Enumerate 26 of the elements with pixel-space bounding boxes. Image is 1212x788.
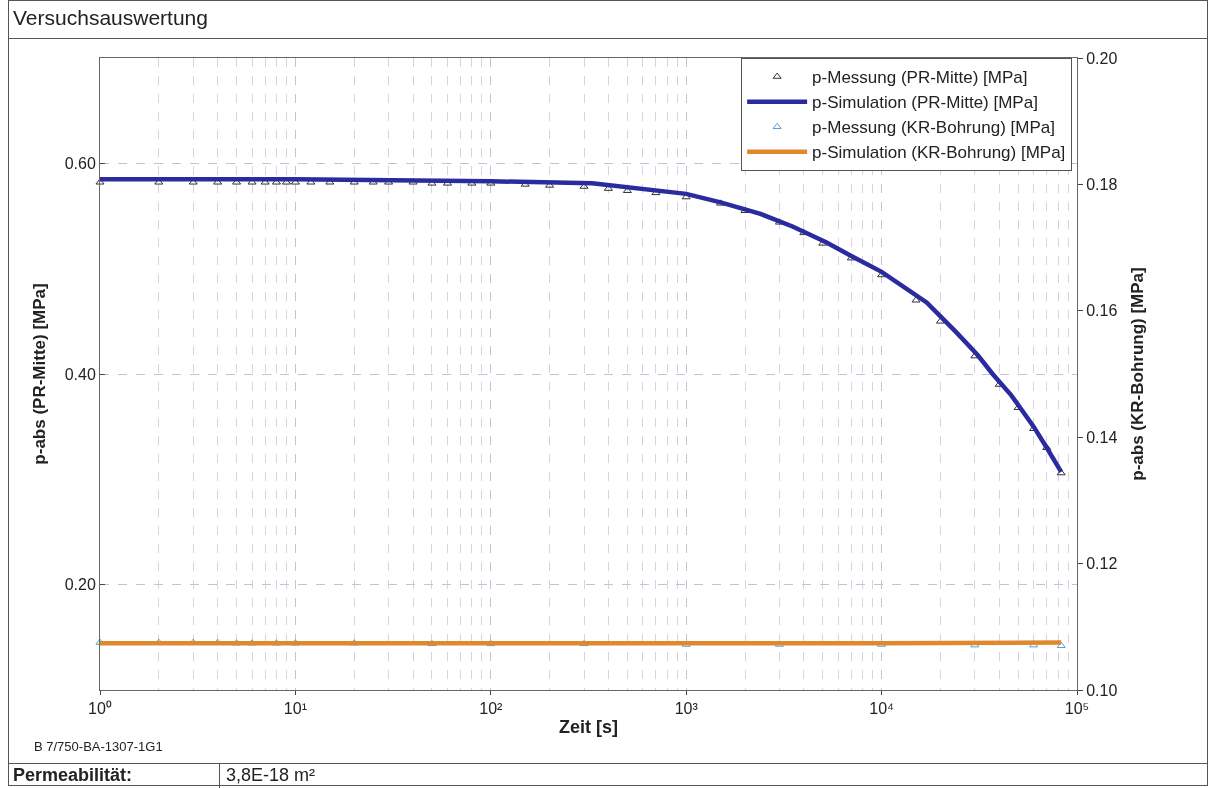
x-axis-title: Zeit [s] (558, 717, 619, 738)
legend-label: p-Messung (KR-Bohrung) [MPa] (812, 118, 1055, 138)
y2-axis-title: p-abs (KR-Bohrung) [MPa] (1127, 267, 1147, 481)
text: Permeabilität: (13, 765, 133, 786)
y2-tick-label: 0.14 (1086, 428, 1118, 446)
y2-tick-label: 0.18 (1086, 176, 1118, 193)
legend-label: p-Simulation (PR-Mitte) [MPa] (812, 93, 1038, 113)
x-tick-label: 10³ (674, 700, 699, 718)
x-tick-label: 10⁵ (1064, 700, 1090, 718)
y-axis-title: p-abs (PR-Mitte) [MPa] (30, 283, 50, 465)
x-tick-label: 10¹ (283, 700, 307, 718)
y2-tick-label: 0.20 (1086, 49, 1118, 67)
y-tick-label: 0.60 (64, 154, 96, 172)
chart-title: Versuchsauswertung (9, 1, 1207, 39)
x-tick-label: 10⁴ (869, 700, 895, 718)
y2-tick-label: 0.10 (1086, 681, 1118, 699)
text: 3,8E-18 m² (219, 764, 316, 788)
legend-label: p-Simulation (KR-Bohrung) [MPa] (812, 143, 1066, 163)
y-tick-label: 0.40 (64, 365, 96, 383)
x-tick-label: 10² (479, 700, 504, 718)
y2-tick-label: 0.12 (1086, 555, 1118, 573)
text: B 7/750-BA-1307-1G1 (34, 739, 163, 754)
x-tick-label: 10⁰ (88, 700, 112, 718)
y2-tick-label: 0.16 (1086, 302, 1118, 320)
legend-label: p-Messung (PR-Mitte) [MPa] (812, 68, 1028, 88)
y-tick-label: 0.20 (64, 576, 96, 594)
